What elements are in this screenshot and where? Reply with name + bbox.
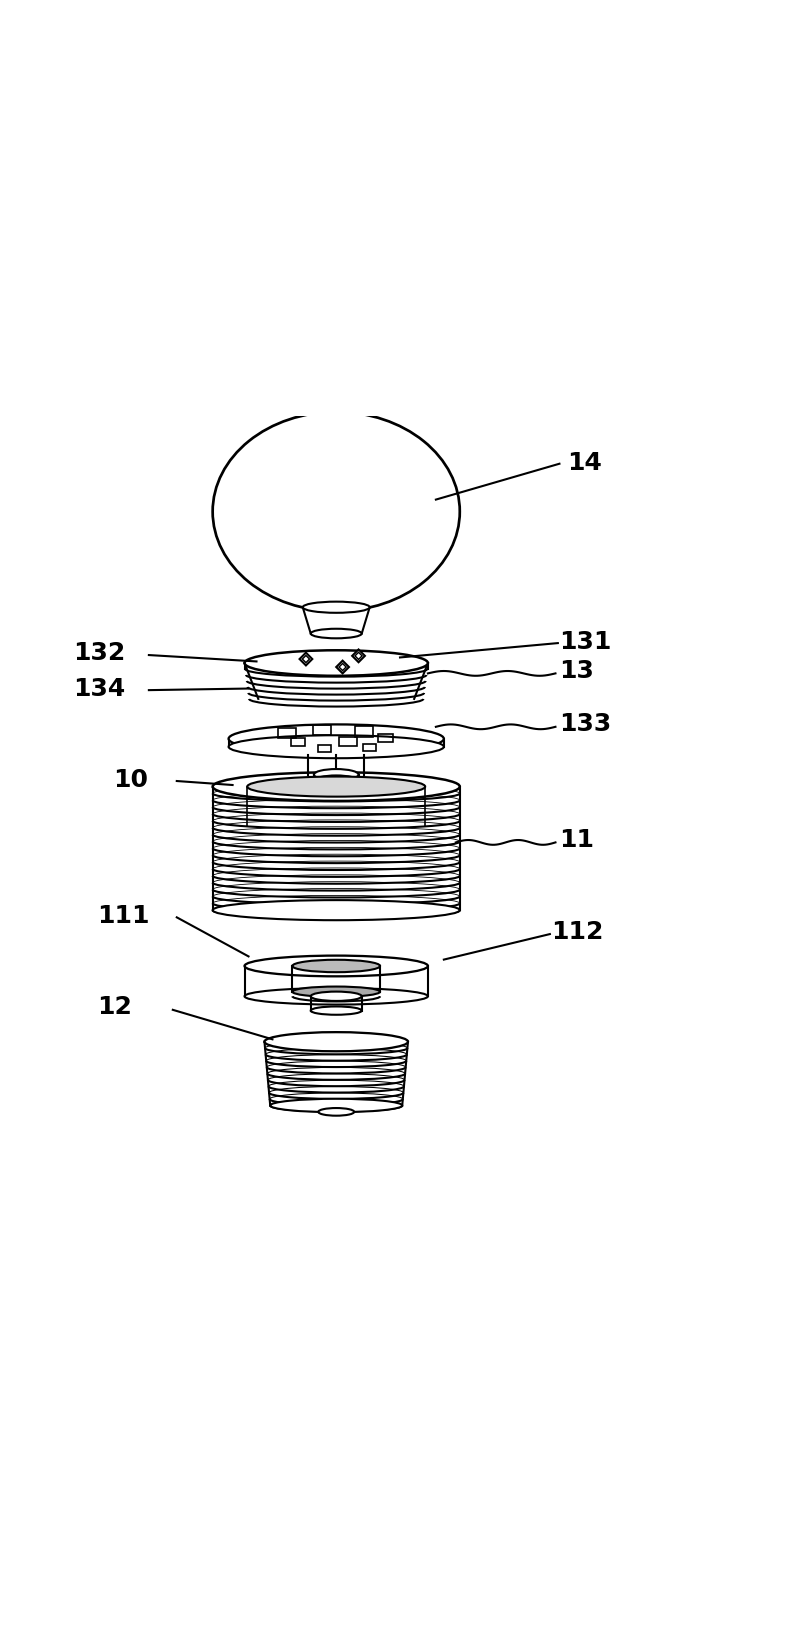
Ellipse shape [245,956,428,976]
Ellipse shape [310,629,362,639]
Bar [363,744,376,751]
Text: 13: 13 [559,660,594,683]
Text: 132: 132 [73,640,126,665]
Ellipse shape [265,1033,408,1051]
Ellipse shape [270,1100,402,1113]
Polygon shape [352,650,365,663]
Bar [278,728,295,738]
Ellipse shape [318,1108,354,1116]
Bar [355,727,373,736]
Text: 12: 12 [97,995,132,1020]
Text: 11: 11 [559,828,594,852]
Ellipse shape [229,735,444,757]
Text: 10: 10 [113,769,148,792]
Ellipse shape [314,775,358,787]
Text: 111: 111 [97,904,150,929]
Ellipse shape [245,650,428,676]
Bar [318,744,330,753]
Ellipse shape [213,412,460,611]
Polygon shape [229,740,444,746]
Polygon shape [265,1041,408,1106]
Bar [339,736,357,746]
Polygon shape [336,661,349,673]
Ellipse shape [314,769,358,780]
Text: 112: 112 [551,920,604,945]
Polygon shape [299,653,312,665]
Ellipse shape [213,772,460,801]
Text: 134: 134 [73,676,126,700]
Ellipse shape [292,987,380,997]
Ellipse shape [245,987,428,1005]
Bar [313,725,330,735]
Bar [378,733,393,743]
Text: 133: 133 [559,712,612,736]
Ellipse shape [213,901,460,920]
Bar [290,738,305,746]
Polygon shape [302,608,370,634]
Text: 14: 14 [567,451,602,476]
Ellipse shape [310,1007,362,1015]
Text: 131: 131 [559,630,612,655]
Ellipse shape [302,601,370,613]
Ellipse shape [310,992,362,1000]
Ellipse shape [229,725,444,753]
Ellipse shape [247,777,425,797]
Ellipse shape [292,959,380,973]
